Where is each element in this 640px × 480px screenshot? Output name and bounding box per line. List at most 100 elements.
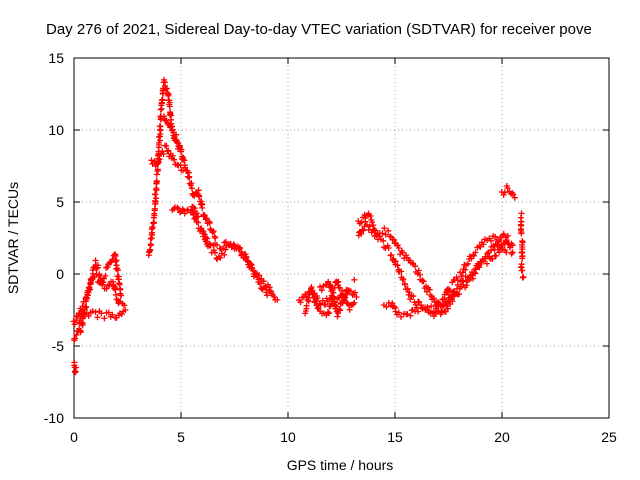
data-point <box>428 303 435 310</box>
data-point <box>488 237 494 244</box>
data-point <box>345 287 351 294</box>
data-point <box>406 289 413 296</box>
data-point <box>165 147 172 154</box>
data-point <box>204 235 211 242</box>
data-point <box>154 161 161 168</box>
data-point <box>260 278 267 285</box>
data-point <box>314 304 321 311</box>
data-point <box>395 309 402 316</box>
y-tick-label: -10 <box>44 410 64 426</box>
data-point <box>163 85 170 92</box>
data-point <box>334 279 341 286</box>
data-point <box>188 206 195 213</box>
data-point <box>476 262 483 269</box>
data-point <box>407 296 414 303</box>
x-tick-label: 20 <box>494 429 510 445</box>
x-tick-label: 0 <box>70 429 78 445</box>
data-point <box>107 259 114 266</box>
data-point <box>518 230 525 237</box>
data-point <box>180 156 187 163</box>
data-point <box>449 298 456 305</box>
data-point <box>165 91 172 98</box>
data-point <box>460 277 467 284</box>
data-point <box>149 231 156 238</box>
data-point <box>456 291 463 298</box>
data-point <box>73 364 80 371</box>
data-point <box>118 311 125 318</box>
data-point <box>519 267 526 274</box>
data-point <box>347 288 354 295</box>
data-point <box>336 306 343 312</box>
data-point <box>425 307 432 314</box>
data-point <box>469 271 476 278</box>
data-point <box>103 285 110 292</box>
data-point <box>424 304 431 311</box>
data-point <box>166 103 173 110</box>
data-point <box>432 302 439 309</box>
data-point <box>243 254 250 261</box>
data-point <box>153 186 159 193</box>
data-point <box>210 228 217 235</box>
data-point <box>207 226 214 233</box>
data-point <box>472 266 479 273</box>
data-point <box>358 230 365 237</box>
data-point <box>94 264 101 271</box>
data-point <box>444 305 451 312</box>
data-point <box>153 195 160 202</box>
data-point <box>266 284 273 291</box>
data-point <box>73 331 80 338</box>
data-point <box>217 254 224 261</box>
x-axis-label: GPS time / hours <box>287 457 394 473</box>
data-point <box>101 315 108 322</box>
data-point <box>517 263 524 270</box>
data-point <box>520 273 527 280</box>
data-point <box>221 251 228 258</box>
data-point <box>94 314 101 321</box>
data-point <box>392 308 399 315</box>
data-point <box>206 218 213 225</box>
data-point <box>151 212 158 219</box>
data-point <box>387 233 394 240</box>
data-point <box>212 249 218 256</box>
data-point <box>148 157 155 164</box>
data-point <box>438 309 445 316</box>
data-point <box>337 307 344 314</box>
data-point <box>196 192 203 199</box>
data-point <box>519 274 526 281</box>
data-point <box>167 124 174 131</box>
data-point <box>331 298 338 305</box>
plot-frame <box>73 57 610 419</box>
data-point <box>399 249 406 256</box>
data-point <box>462 266 469 273</box>
data-point <box>420 278 427 285</box>
data-point <box>492 233 499 240</box>
data-point <box>163 143 170 149</box>
data-point <box>147 247 154 254</box>
x-tick-label: 10 <box>280 429 296 445</box>
data-point <box>274 296 281 303</box>
data-point <box>344 290 351 297</box>
data-point <box>493 253 499 259</box>
y-tick-label: -5 <box>52 338 65 354</box>
data-point <box>353 294 360 300</box>
data-point <box>154 166 161 173</box>
data-point <box>173 131 180 138</box>
data-point <box>201 212 208 219</box>
data-point <box>370 222 377 229</box>
data-point <box>118 292 125 299</box>
data-point <box>209 229 216 236</box>
data-point <box>400 276 407 282</box>
data-point <box>81 311 88 318</box>
data-point <box>206 220 213 226</box>
data-point <box>388 252 395 258</box>
data-point <box>385 245 392 251</box>
data-point <box>412 301 419 308</box>
data-point <box>152 191 159 198</box>
data-point <box>412 263 419 270</box>
x-tick-label: 15 <box>387 429 403 445</box>
data-point <box>510 191 517 198</box>
data-point <box>156 123 163 130</box>
data-point <box>163 86 169 93</box>
data-point <box>199 204 206 211</box>
data-point <box>163 117 170 124</box>
